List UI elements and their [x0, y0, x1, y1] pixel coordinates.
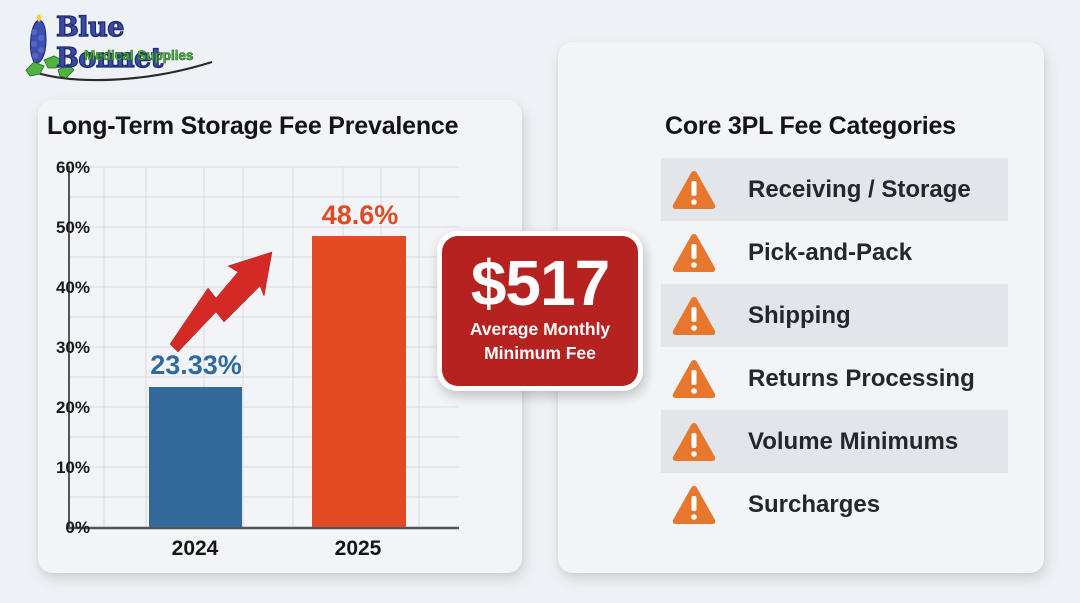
bar-value-2025: 48.6%: [321, 200, 399, 230]
warning-icon: [672, 296, 716, 335]
x-label-2025: 2025: [334, 537, 382, 560]
x-label-2024: 2024: [171, 537, 219, 560]
chart-title: Long-Term Storage Fee Prevalence: [47, 112, 459, 140]
fee-item-label: Returns Processing: [748, 364, 975, 392]
fee-item-label: Surcharges: [748, 490, 881, 518]
trend-arrow-icon: [169, 251, 273, 353]
callout-label-line1: Average Monthly: [469, 319, 611, 339]
fee-item-label: Receiving / Storage: [748, 175, 971, 203]
y-tick-30: 30%: [55, 338, 90, 357]
fee-item-surcharges: Surcharges: [661, 473, 1008, 536]
warning-icon: [672, 233, 716, 272]
logo-subtitle: Medical Supplies: [84, 48, 194, 64]
monthly-minimum-fee-callout: $517 Average Monthly Minimum Fee: [437, 231, 643, 391]
fee-item-label: Pick-and-Pack: [748, 238, 913, 266]
company-logo: Blue Bonnet Medical Supplies: [22, 10, 222, 86]
fee-item-receiving-storage: Receiving / Storage: [661, 158, 1008, 221]
callout-card: $517 Average Monthly Minimum Fee: [442, 236, 638, 386]
fee-categories-title: Core 3PL Fee Categories: [665, 112, 956, 140]
bar-2025: [312, 236, 406, 527]
logo-title: Blue Bonnet: [55, 11, 163, 74]
warning-icon: [672, 170, 716, 209]
fee-item-returns-processing: Returns Processing: [661, 347, 1008, 410]
bluebonnet-flower-icon: [25, 14, 213, 82]
bar-value-2024: 23.33%: [150, 350, 242, 380]
fee-item-label: Shipping: [748, 301, 851, 329]
fee-item-pick-and-pack: Pick-and-Pack: [661, 221, 1008, 284]
callout-amount: $517: [470, 247, 610, 319]
y-tick-50: 50%: [55, 218, 90, 237]
y-tick-60: 60%: [55, 158, 90, 177]
bar-2024: [149, 387, 242, 527]
y-tick-10: 10%: [55, 458, 90, 477]
callout-label-line2: Minimum Fee: [484, 343, 596, 363]
warning-icon: [672, 485, 716, 524]
warning-icon: [672, 422, 716, 461]
fee-item-shipping: Shipping: [661, 284, 1008, 347]
fee-item-label: Volume Minimums: [748, 427, 959, 455]
fee-item-volume-minimums: Volume Minimums: [661, 410, 1008, 473]
y-tick-20: 20%: [55, 398, 90, 417]
warning-icon: [672, 359, 716, 398]
y-tick-40: 40%: [55, 278, 90, 297]
y-tick-0: 0%: [65, 518, 90, 537]
bar-chart: 60% 50% 40% 30% 20% 10% 0% 23.33% 48.6% …: [38, 100, 522, 573]
